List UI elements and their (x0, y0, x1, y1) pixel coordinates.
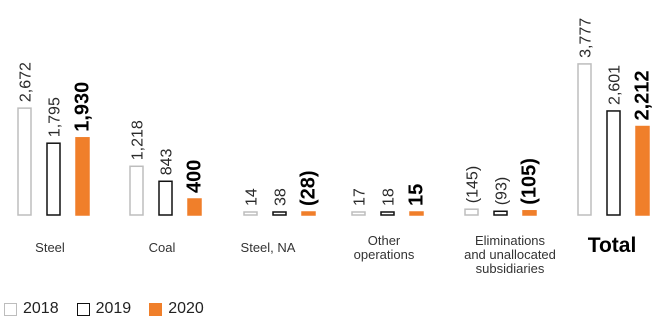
legend-item-2018: 2018 (4, 300, 59, 318)
data-label-2020-0: 1,930 (72, 82, 94, 132)
bar-2019-0 (46, 142, 61, 216)
data-label-2020-2: (28) (298, 170, 320, 206)
bar-2019-3 (380, 211, 395, 216)
bar-2018-4 (464, 208, 479, 216)
bar-2020-2 (301, 211, 316, 216)
bar-2019-1 (158, 180, 173, 216)
legend-swatch-2019 (76, 302, 90, 316)
data-label-2018-2: 14 (244, 188, 261, 206)
data-label-2018-3: 17 (352, 188, 369, 206)
data-label-2019-4: (93) (494, 177, 511, 205)
data-label-2020-3: 15 (406, 184, 428, 206)
bar-2019-2 (272, 211, 287, 216)
data-label-2019-3: 18 (381, 188, 398, 206)
bar-2020-5 (635, 125, 650, 216)
category-label-3-1: operations (354, 247, 415, 262)
category-label-4-0: Eliminations (475, 233, 546, 248)
legend-swatch-2020 (149, 302, 163, 316)
bar-2018-3 (351, 211, 366, 216)
bar-2020-3 (409, 211, 424, 216)
category-label-3-0: Other (368, 233, 401, 248)
legend-label-2018: 2018 (23, 300, 59, 317)
legend-item-2019: 2019 (76, 300, 132, 318)
category-label-2-0: Steel, NA (241, 240, 296, 255)
bar-2019-4 (493, 210, 508, 216)
data-label-2018-5: 3,777 (578, 18, 595, 58)
data-label-2020-5: 2,212 (632, 70, 654, 120)
legend-label-2019: 2019 (95, 300, 132, 317)
data-label-2018-4: (145) (465, 166, 482, 203)
legend: 2018 2019 2020 (4, 300, 204, 318)
bar-2018-0 (17, 107, 32, 216)
bar-2018-5 (577, 63, 592, 216)
data-label-2019-5: 2,601 (607, 65, 624, 105)
legend-label-2020: 2020 (168, 300, 204, 317)
data-label-2020-4: (105) (519, 158, 541, 205)
data-label-2018-0: 2,672 (18, 62, 35, 102)
legend-item-2020: 2020 (149, 300, 204, 318)
bar-2019-5 (606, 110, 621, 216)
bar-2020-1 (187, 198, 202, 216)
category-label-4-2: subsidiaries (476, 261, 545, 276)
category-label-0-0: Steel (35, 240, 65, 255)
data-label-2018-1: 1,218 (130, 120, 147, 160)
category-label-1-0: Coal (149, 240, 176, 255)
category-label-4-1: and unallocated (464, 247, 556, 262)
bar-2020-0 (75, 137, 90, 216)
data-label-2019-0: 1,795 (47, 97, 64, 137)
data-label-2019-2: 38 (273, 188, 290, 206)
legend-swatch-2018 (4, 302, 17, 316)
data-label-2019-1: 843 (159, 148, 176, 175)
bar-2018-2 (243, 211, 258, 216)
category-label-5-0: Total (588, 234, 637, 257)
bar-chart: 2,672 1,218 14 17 (145) 3,777 1,795 843 38 18 (93)… (17, 18, 654, 276)
bar-2020-4 (522, 210, 537, 216)
data-label-2020-1: 400 (184, 160, 206, 193)
bar-2018-1 (129, 165, 144, 216)
